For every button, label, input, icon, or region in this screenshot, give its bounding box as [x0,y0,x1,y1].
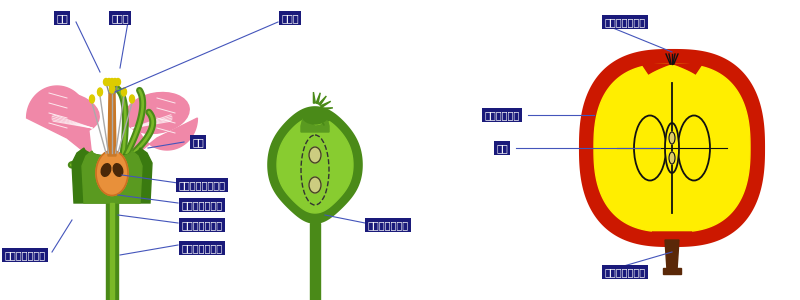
Ellipse shape [102,164,110,176]
Ellipse shape [106,79,111,86]
Polygon shape [594,64,750,232]
Ellipse shape [130,95,134,103]
Text: 花弁（かべん）: 花弁（かべん） [5,250,46,260]
Polygon shape [310,223,320,300]
Polygon shape [321,101,330,107]
Ellipse shape [110,85,114,93]
Polygon shape [301,110,329,132]
Polygon shape [110,203,114,300]
Polygon shape [318,96,326,105]
Ellipse shape [669,132,675,144]
Text: 子房（しぼう）: 子房（しぼう） [182,200,222,210]
Ellipse shape [125,92,189,134]
Text: 花托（かたく）: 花托（かたく） [182,220,222,230]
Ellipse shape [114,164,122,176]
Ellipse shape [302,108,327,124]
Ellipse shape [90,95,94,103]
Text: 果梗（かこう）: 果梗（かこう） [182,243,222,253]
Text: おしべ: おしべ [111,13,129,23]
Polygon shape [318,116,324,125]
Polygon shape [665,240,679,270]
Polygon shape [320,113,330,121]
Ellipse shape [96,151,128,196]
Polygon shape [642,64,702,74]
Polygon shape [663,268,681,274]
Ellipse shape [122,88,126,96]
Polygon shape [277,117,353,213]
Ellipse shape [110,79,114,86]
Text: 花托（かたく）: 花托（かたく） [367,220,409,230]
Polygon shape [268,107,362,223]
Polygon shape [26,86,92,158]
Text: がく: がく [192,137,204,147]
Text: めしべ: めしべ [281,13,299,23]
Text: 果梗（かこう）: 果梗（かこう） [605,267,646,277]
Polygon shape [72,148,152,203]
Text: 胚珠（はいしゅ）: 胚珠（はいしゅ） [178,180,226,190]
Polygon shape [652,232,692,240]
Text: 果皮（かひ）: 果皮（かひ） [484,110,520,120]
Polygon shape [316,93,320,104]
Ellipse shape [115,79,121,86]
Ellipse shape [113,79,118,86]
Polygon shape [322,108,333,110]
Ellipse shape [665,123,679,173]
Ellipse shape [309,147,321,163]
Text: がく片（へん）: がく片（へん） [605,17,646,27]
Ellipse shape [98,88,102,96]
Text: やく: やく [56,13,68,23]
Polygon shape [108,93,116,156]
Ellipse shape [309,177,321,193]
Polygon shape [314,92,315,103]
Polygon shape [580,50,764,246]
Ellipse shape [103,79,109,86]
Ellipse shape [35,92,99,134]
Text: 種子: 種子 [496,143,508,153]
Polygon shape [106,203,118,300]
Polygon shape [132,118,198,158]
Polygon shape [82,151,142,203]
Polygon shape [322,111,332,115]
Ellipse shape [669,152,675,164]
